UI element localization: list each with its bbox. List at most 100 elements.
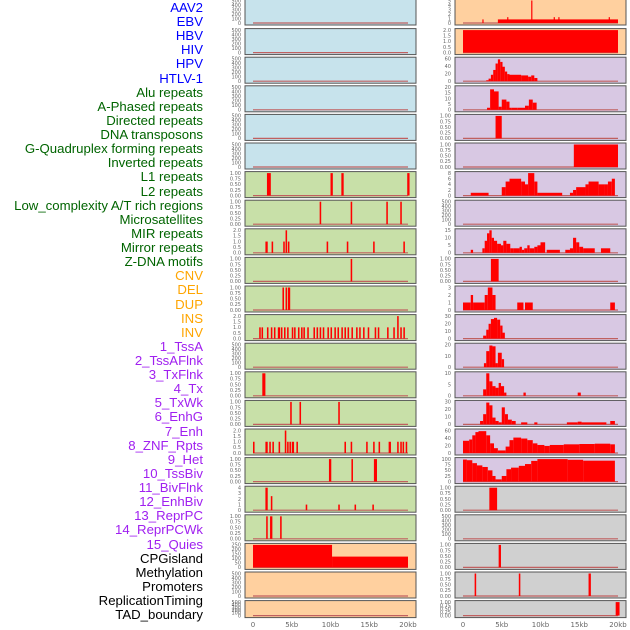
panel-background [454, 342, 627, 370]
data-bar [501, 99, 507, 110]
y-tick-label: 0.00 [440, 613, 451, 619]
y-tick-label: 0 [448, 336, 451, 342]
y-tick-label: 20 [445, 443, 451, 449]
data-bar [487, 287, 493, 310]
data-bar [498, 544, 501, 568]
track-label: Alu repeats [136, 84, 203, 100]
data-bar [262, 373, 266, 396]
data-bar [513, 437, 522, 453]
y-tick-label: 1.5 [233, 434, 241, 440]
data-bar [319, 327, 322, 339]
data-bar [519, 246, 522, 253]
y-tick-label: 1 [448, 16, 451, 22]
y-tick-label: 0.00 [230, 394, 241, 400]
data-bar [521, 422, 528, 425]
y-tick-label: 0.25 [440, 502, 451, 508]
track-label: 2_TssAFlnk [134, 353, 203, 368]
data-bar [517, 107, 525, 110]
data-bar [588, 573, 591, 596]
panel-background [244, 514, 417, 542]
data-bar [503, 240, 507, 253]
data-bar [373, 241, 375, 253]
y-tick-label: 200 [231, 608, 241, 614]
y-tick-label: 0.25 [230, 388, 241, 394]
y-tick-label: 100 [231, 589, 241, 595]
data-bar [486, 373, 490, 396]
y-tick-label: 0.25 [230, 216, 241, 222]
track-label: EBV [176, 14, 203, 30]
y-tick-label: 300 [231, 123, 241, 129]
data-bar [521, 181, 525, 196]
data-bar [266, 516, 268, 539]
data-bar [528, 99, 533, 110]
y-tick-label: 0 [238, 565, 241, 571]
y-tick-label: 300 [441, 209, 451, 215]
data-bar [472, 435, 476, 453]
y-tick-label: 0.25 [440, 588, 451, 594]
y-tick-label: 3 [448, 7, 451, 13]
y-tick-label: 300 [231, 605, 241, 611]
y-tick-label: 1.00 [440, 486, 451, 492]
data-bar [266, 173, 271, 196]
y-tick-label: 1.5 [443, 34, 451, 40]
data-bar [489, 405, 493, 425]
y-tick-label: 500 [231, 28, 241, 34]
data-bar [498, 422, 502, 425]
data-bar [277, 327, 281, 339]
y-tick-label: 1.00 [230, 400, 241, 406]
track-label: 3_TxFlnk [148, 367, 203, 383]
y-tick-label: 200 [231, 12, 241, 18]
data-bar [579, 246, 584, 253]
y-tick-label: 300 [231, 66, 241, 72]
data-bar [488, 78, 491, 82]
y-tick-label: 0.50 [440, 554, 451, 560]
data-bar [521, 438, 528, 453]
data-bar [270, 496, 273, 511]
y-tick-label: 100 [231, 611, 241, 617]
data-bar [563, 444, 580, 453]
data-bar [266, 327, 269, 339]
y-tick-label: 0.0 [233, 251, 241, 257]
data-bar [344, 441, 346, 453]
y-tick-label: 0.00 [230, 193, 241, 199]
y-tick-label: 500 [231, 343, 241, 349]
panel-background [454, 571, 627, 599]
track-label: L1 repeats [140, 169, 203, 185]
y-tick-label: 0.75 [230, 405, 241, 411]
data-bar [544, 445, 550, 453]
y-tick-label: 1.00 [440, 142, 451, 148]
panel-background [454, 113, 627, 141]
y-tick-label: 0.00 [440, 279, 451, 285]
data-bar [577, 392, 581, 396]
data-bar [507, 419, 512, 425]
data-bar [497, 243, 501, 253]
y-tick-label: 400 [231, 90, 241, 96]
data-bar [504, 392, 507, 396]
data-bar [507, 17, 509, 23]
track-label: Microsatellites [119, 211, 203, 227]
data-bar [463, 302, 471, 310]
data-bar [598, 184, 605, 196]
data-bar [486, 351, 490, 368]
data-bar [397, 441, 399, 453]
data-bar [351, 327, 353, 339]
y-tick-label: 500 [231, 0, 241, 4]
y-tick-label: 5 [448, 0, 451, 4]
y-tick-label: 400 [231, 32, 241, 38]
data-bar [498, 382, 501, 396]
data-bar [373, 441, 375, 453]
data-bar [511, 467, 519, 482]
y-tick-label: 5 [448, 243, 451, 249]
data-bar [403, 241, 405, 253]
y-tick-label: 200 [231, 547, 241, 553]
y-tick-label: 0.25 [230, 417, 241, 423]
data-bar [588, 181, 599, 196]
y-tick-label: 0.50 [230, 182, 241, 188]
y-tick-label: 0 [448, 422, 451, 428]
y-tick-label: 2 [448, 293, 451, 299]
data-bar [525, 105, 529, 110]
data-bar [528, 173, 535, 196]
y-tick-label: 0.00 [230, 308, 241, 314]
data-bar [326, 241, 329, 253]
panel-background [244, 56, 417, 84]
